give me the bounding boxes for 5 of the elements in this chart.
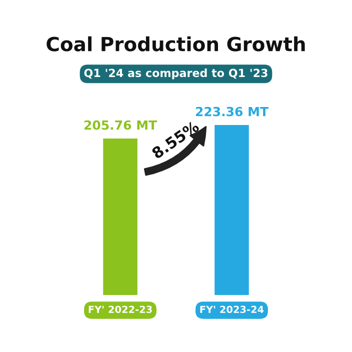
chart-subtitle: Q1 '24 as compared to Q1 '23 [84,68,268,80]
x-tick-label: FY' 2023-24 [200,306,264,314]
x-tick-label: FY' 2022-23 [88,306,152,314]
data-label: 223.36 MT [196,106,268,116]
chart-title: Coal Production Growth [46,36,305,52]
